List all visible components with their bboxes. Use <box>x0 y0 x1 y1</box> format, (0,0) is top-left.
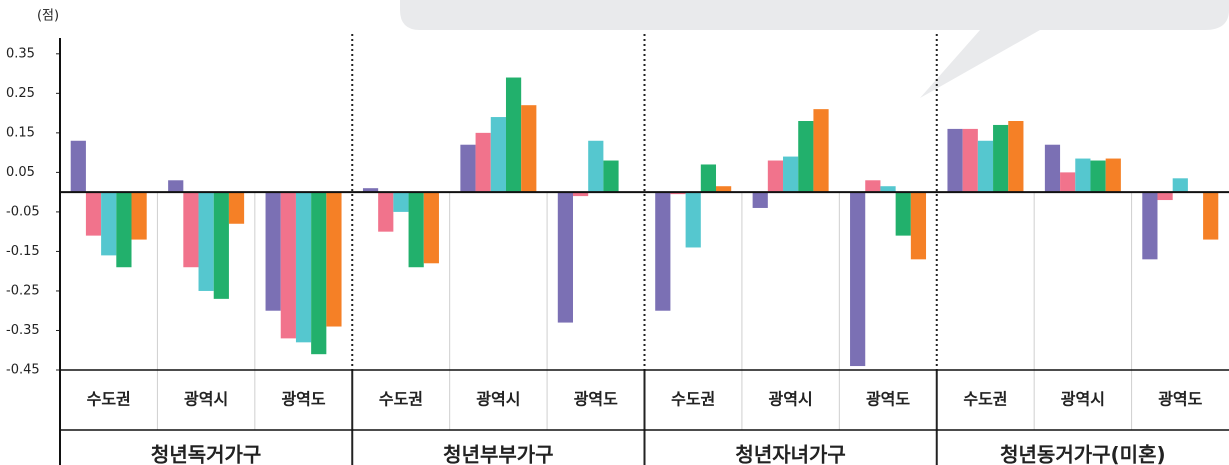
bar <box>213 192 229 299</box>
bar <box>311 192 327 355</box>
x-tick-label: 광역시 <box>476 390 520 409</box>
x-tick-label: 광역도 <box>866 390 910 409</box>
group-label: 청년부부가구 <box>443 443 553 465</box>
bar <box>408 192 424 268</box>
bar <box>362 188 379 193</box>
bar <box>557 192 573 323</box>
bar <box>767 160 784 193</box>
bar <box>295 192 312 343</box>
bar <box>326 192 342 327</box>
bar <box>1008 121 1024 193</box>
x-tick-label: 광역도 <box>574 390 618 409</box>
bar <box>521 105 537 193</box>
x-tick-label: 광역시 <box>184 390 228 409</box>
x-tick-label: 수도권 <box>963 390 1007 409</box>
bar <box>977 140 994 193</box>
bar <box>101 192 117 256</box>
bar <box>1075 158 1091 193</box>
bar <box>685 192 701 248</box>
bar <box>70 140 86 193</box>
bar <box>280 192 296 339</box>
bar <box>198 192 214 291</box>
bar <box>716 186 732 193</box>
bar <box>85 192 102 236</box>
bar <box>131 192 147 240</box>
unit-label: (점) <box>37 9 59 24</box>
bar <box>116 192 132 268</box>
bar <box>993 124 1009 193</box>
bar <box>168 180 184 193</box>
x-tick-label: 광역도 <box>1158 390 1202 409</box>
bar <box>1044 144 1061 193</box>
x-tick-label: 광역시 <box>769 390 813 409</box>
bar <box>1105 158 1121 193</box>
bar <box>1157 192 1173 201</box>
x-tick-label: 수도권 <box>379 390 423 409</box>
bar <box>265 192 281 311</box>
bar <box>962 128 978 193</box>
y-tick-label: 0.05 <box>6 165 35 180</box>
x-tick-label: 광역시 <box>1061 390 1105 409</box>
bar <box>1172 178 1188 193</box>
bar <box>895 192 911 236</box>
bar <box>910 192 927 260</box>
group-label: 청년동거가구(미혼) <box>1000 443 1165 465</box>
bar <box>183 192 199 268</box>
bar <box>505 77 522 193</box>
group-label: 청년독거가구 <box>151 443 261 465</box>
bar <box>603 160 619 193</box>
x-tick-label: 광역도 <box>281 390 325 409</box>
y-tick-label: -0.25 <box>6 283 40 298</box>
bar <box>588 140 604 193</box>
bar <box>378 192 394 232</box>
bar <box>460 144 476 193</box>
bar <box>752 192 768 208</box>
bar <box>865 180 881 193</box>
x-tick-label: 수도권 <box>671 390 715 409</box>
bar <box>490 117 506 193</box>
bar <box>228 192 245 224</box>
bar <box>947 128 963 193</box>
y-tick-label: 0.25 <box>6 86 35 101</box>
bar <box>393 192 409 212</box>
bar <box>572 192 589 197</box>
y-tick-label: -0.15 <box>6 244 40 259</box>
bar <box>423 192 439 264</box>
y-tick-label: -0.45 <box>6 363 40 378</box>
bar <box>1203 192 1219 240</box>
bar <box>1142 192 1158 260</box>
bar <box>798 121 814 193</box>
bar <box>700 164 717 193</box>
x-tick-label: 수도권 <box>87 390 131 409</box>
y-tick-label: -0.35 <box>6 323 40 338</box>
bar <box>813 109 829 193</box>
bar <box>1090 160 1106 193</box>
y-tick-label: 0.15 <box>6 125 35 140</box>
bar <box>783 156 799 193</box>
y-tick-label: 0.35 <box>6 46 35 61</box>
y-tick-label: -0.05 <box>6 204 40 219</box>
bar <box>475 132 491 193</box>
bar <box>850 192 866 367</box>
bar <box>880 186 896 193</box>
group-label: 청년자녀가구 <box>735 443 845 465</box>
speech-bubble <box>400 0 1229 98</box>
bar <box>1060 172 1076 193</box>
bar <box>655 192 671 311</box>
